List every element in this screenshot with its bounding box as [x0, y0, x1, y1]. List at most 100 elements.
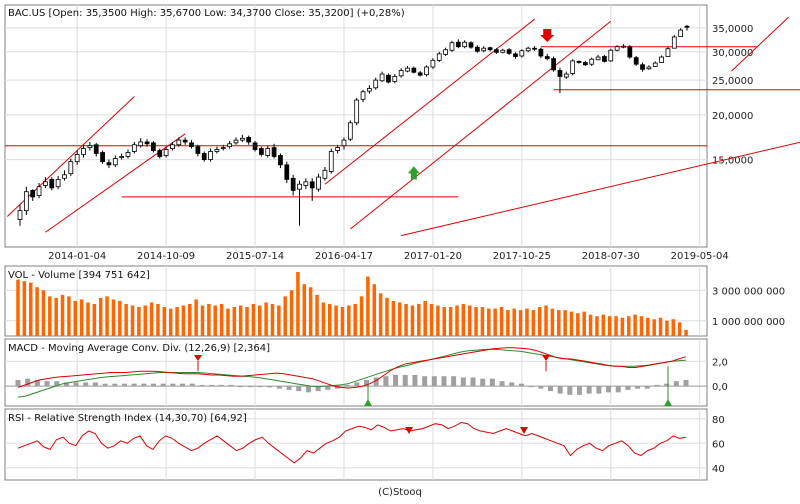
candle-body [436, 53, 442, 61]
candle-body [195, 146, 201, 154]
candle-body [93, 144, 99, 154]
volume-bar [359, 296, 364, 336]
candle [322, 167, 328, 181]
macd-histogram-bar [228, 384, 234, 387]
footer-copyright: (C)Stooq [378, 487, 422, 498]
candle [354, 97, 360, 126]
macd-histogram-bar [480, 378, 486, 387]
candle-body [557, 70, 563, 77]
macd-panel-title: MACD - Moving Average Conv. Div. (12,26,… [8, 343, 270, 354]
volume-bar [60, 294, 65, 336]
macd-histogram-bar [325, 386, 331, 390]
candle-body [322, 169, 328, 179]
candle-body [201, 153, 207, 160]
candle [246, 135, 252, 145]
candle [55, 175, 61, 190]
channel-line [350, 20, 612, 230]
price-y-tick-label: 25,0000 [712, 76, 753, 87]
candle-body [278, 155, 283, 166]
volume-bar [372, 284, 377, 336]
volume-bar [391, 300, 396, 336]
price-y-tick-label: 30,0000 [712, 48, 753, 59]
x-tick-label: 2019-05-04 [671, 251, 729, 262]
macd-histogram-bar [606, 386, 612, 393]
trendlines [5, 16, 800, 237]
short-trend-line [731, 16, 789, 72]
volume-bar [168, 308, 173, 336]
rsi-sell-marker-icon [520, 427, 528, 434]
candle-body [125, 152, 131, 157]
volume-bar [315, 294, 319, 336]
candle [614, 45, 620, 52]
candle-body [49, 179, 55, 189]
candle [481, 46, 487, 53]
candle [81, 144, 86, 158]
volume-bar [118, 300, 122, 336]
volume-panel-title: VOL - Volume [394 751 642] [8, 270, 150, 281]
candle [189, 140, 194, 149]
volume-bar [684, 329, 688, 336]
macd-histogram-bar [547, 386, 553, 392]
panel-frames [4, 4, 708, 481]
candle-body [144, 141, 150, 145]
volume-bar [576, 313, 580, 336]
candle-body [398, 70, 404, 77]
volume-bar [512, 308, 516, 336]
sell-arrow-icon [540, 28, 555, 42]
x-tick-label: 2017-01-20 [404, 251, 462, 262]
candle-body [131, 144, 137, 152]
rsi-line [17, 421, 687, 464]
candle [347, 120, 353, 142]
candle-body [87, 145, 93, 149]
volume-bar [410, 305, 415, 336]
candle-body [614, 46, 620, 51]
macd-histogram-bar [276, 386, 282, 389]
x-tick-label: 2014-01-04 [48, 251, 106, 262]
macd-histogram-bar [315, 386, 321, 392]
candle [170, 141, 175, 151]
candle-body [17, 210, 23, 220]
volume-bar [677, 322, 682, 336]
candle [411, 66, 417, 74]
candle-body [62, 174, 67, 179]
volume-bar [614, 316, 618, 336]
candle-body [379, 73, 385, 82]
rsi-panel-title: RSI - Relative Strength Index (14,30,70)… [8, 413, 247, 424]
macd-histogram-bar [373, 377, 379, 387]
macd-histogram-bar [15, 379, 21, 387]
volume-bar [264, 302, 268, 336]
volume-bar [79, 299, 84, 336]
macd-histogram-bar [470, 377, 476, 387]
candle-body [335, 147, 340, 151]
candle-body [151, 142, 156, 151]
volume-bar [397, 302, 402, 336]
candle [303, 178, 309, 190]
candle-body [259, 148, 264, 155]
panel-frame-price [4, 4, 708, 248]
candle [659, 55, 664, 63]
candle-body [671, 36, 677, 49]
macd-histogram-bar [180, 383, 186, 387]
x-tick-label: 2014-10-09 [137, 251, 195, 262]
macd-histogram-bar [83, 382, 89, 387]
candle [290, 174, 296, 196]
macd-histogram-bar [412, 374, 418, 387]
macd-histogram-bar [402, 374, 408, 387]
volume-bar [506, 310, 510, 336]
volume-bar [137, 307, 141, 336]
volume-bar [582, 311, 586, 336]
volume-bar [143, 305, 147, 336]
candle [519, 49, 525, 58]
candle-body [163, 149, 169, 156]
volume-bar [181, 305, 186, 336]
candle-body [220, 147, 226, 150]
candle [430, 58, 436, 69]
volume-bar [327, 304, 332, 336]
macd-histogram-bar [199, 384, 205, 387]
candle [182, 137, 188, 145]
volume-bar [194, 299, 198, 336]
volume-bar [175, 307, 179, 336]
volume-bar [54, 297, 58, 336]
volume-bar [340, 307, 345, 336]
